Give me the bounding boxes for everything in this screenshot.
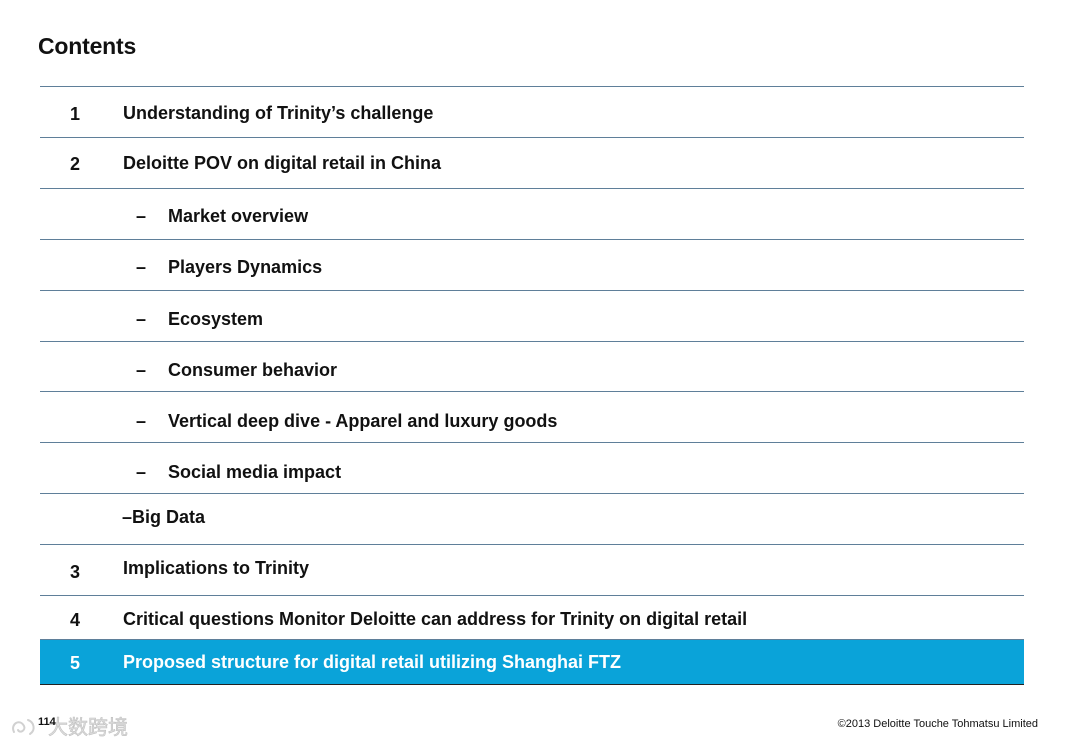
dash-marker: –: [136, 411, 147, 431]
toc-label: Proposed structure for digital retail ut…: [123, 652, 622, 672]
page-number: 114: [38, 716, 56, 728]
toc-subrow-social-media-impact[interactable]: – Social media impact: [40, 443, 1024, 494]
watermark-text: 大数跨境: [48, 715, 128, 739]
toc-row-1[interactable]: 1 Understanding of Trinity’s challenge: [40, 86, 1024, 138]
toc-subrow-ecosystem[interactable]: – Ecosystem: [40, 291, 1024, 342]
toc-number: 4: [70, 610, 81, 630]
watermark-logo: 大数跨境: [12, 715, 128, 739]
toc-number: 2: [70, 154, 81, 174]
toc-label: Players Dynamics: [168, 257, 323, 277]
toc-subrow-big-data[interactable]: –Big Data: [40, 494, 1024, 545]
dash-marker: –: [136, 257, 147, 277]
toc-row-5-selected[interactable]: 5 Proposed structure for digital retail …: [40, 640, 1024, 685]
toc-label: Consumer behavior: [168, 360, 338, 380]
copyright-notice: ©2013 Deloitte Touche Tohmatsu Limited: [837, 718, 1038, 730]
toc-number: 5: [70, 653, 81, 673]
toc-label: Deloitte POV on digital retail in China: [123, 153, 442, 173]
toc-subrow-players-dynamics[interactable]: – Players Dynamics: [40, 240, 1024, 291]
toc-number: 3: [70, 562, 81, 582]
toc-label: Understanding of Trinity’s challenge: [123, 103, 434, 123]
dash-marker: –: [136, 206, 147, 226]
toc-label: Market overview: [168, 206, 309, 226]
dash-marker: –: [136, 462, 147, 482]
toc-label: Ecosystem: [168, 309, 264, 329]
toc-row-4[interactable]: 4 Critical questions Monitor Deloitte ca…: [40, 596, 1024, 640]
toc-label: Critical questions Monitor Deloitte can …: [123, 609, 748, 629]
toc-subrow-consumer-behavior[interactable]: – Consumer behavior: [40, 342, 1024, 392]
toc-number: 1: [70, 104, 81, 124]
toc-label: –Big Data: [122, 507, 206, 527]
toc-row-2[interactable]: 2 Deloitte POV on digital retail in Chin…: [40, 138, 1024, 189]
dash-marker: –: [136, 309, 147, 329]
dash-marker: –: [136, 360, 147, 380]
toc-label: Implications to Trinity: [123, 558, 310, 578]
toc-row-3[interactable]: 3 Implications to Trinity: [40, 545, 1024, 596]
toc-label: Vertical deep dive - Apparel and luxury …: [168, 411, 558, 431]
toc-label: Social media impact: [168, 462, 342, 482]
toc-subrow-market-overview[interactable]: – Market overview: [40, 189, 1024, 240]
page-title: Contents: [38, 33, 137, 59]
toc-subrow-vertical-deep-dive[interactable]: – Vertical deep dive - Apparel and luxur…: [40, 392, 1024, 443]
